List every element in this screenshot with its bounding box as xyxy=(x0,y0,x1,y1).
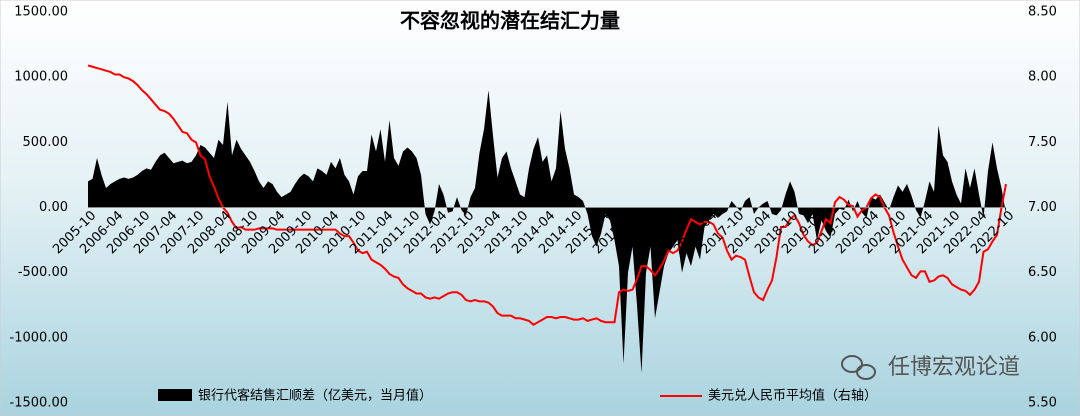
y-tick-label: -1000.00 xyxy=(10,330,68,345)
watermark: 任博宏观论道 xyxy=(888,355,1020,380)
y2-tick-label: 6.50 xyxy=(1028,265,1057,280)
y-tick-label: 500.00 xyxy=(23,135,69,150)
y-tick-label: 0.00 xyxy=(39,200,68,215)
y-tick-label: -500.00 xyxy=(18,265,68,280)
legend-swatch xyxy=(158,389,192,401)
watermark-icon xyxy=(841,355,876,380)
line xyxy=(87,64,1007,327)
y2-tick-label: 6.00 xyxy=(1028,330,1057,345)
y-tick-label: 1000.00 xyxy=(14,70,68,85)
y2-tick-label: 7.00 xyxy=(1028,200,1057,215)
y2-tick-label: 5.50 xyxy=(1028,396,1057,411)
y2-tick-label: 7.50 xyxy=(1028,135,1057,150)
y-tick-label: 1500.00 xyxy=(14,5,68,20)
legend-label: 美元兑人民币平均值（右轴） xyxy=(708,388,877,404)
y2-tick-label: 8.50 xyxy=(1028,5,1057,20)
y2-tick-label: 8.00 xyxy=(1028,70,1057,85)
legend-label: 银行代客结售汇顺差（亿美元，当月值） xyxy=(198,388,432,404)
chart-title: 不容忽视的潜在结汇力量 xyxy=(400,9,620,33)
y-tick-label: -1500.00 xyxy=(10,396,68,411)
